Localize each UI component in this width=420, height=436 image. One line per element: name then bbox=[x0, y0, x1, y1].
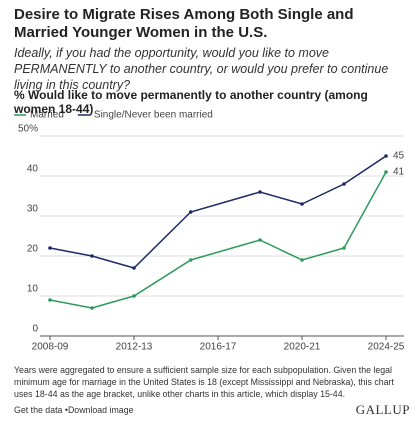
link[interactable]: Get the data bbox=[14, 405, 63, 415]
point bbox=[258, 238, 262, 242]
x-tick-label: 2024-25 bbox=[368, 342, 405, 353]
point bbox=[90, 254, 94, 258]
x-tick-label: 2012-13 bbox=[116, 342, 153, 353]
footnote: Years were aggregated to ensure a suffic… bbox=[14, 365, 394, 399]
point bbox=[384, 170, 388, 174]
y-tick-label: 10 bbox=[27, 284, 39, 295]
y-tick-label: 20 bbox=[27, 244, 39, 255]
chart-title: Desire to Migrate Rises Among Both Singl… bbox=[14, 6, 354, 41]
data-label: 45 bbox=[393, 151, 405, 162]
point bbox=[300, 258, 304, 262]
x-tick-label: 2020-21 bbox=[284, 342, 321, 353]
point bbox=[258, 190, 262, 194]
line bbox=[49, 155, 387, 269]
links: Get the dataDownload image bbox=[14, 405, 409, 415]
point bbox=[188, 210, 193, 214]
y-tick-label: 50% bbox=[18, 124, 38, 135]
point bbox=[384, 154, 388, 158]
point bbox=[132, 294, 136, 298]
legend-label: Single/Never been married bbox=[94, 110, 213, 121]
point bbox=[132, 266, 136, 270]
point bbox=[48, 246, 52, 250]
x-tick-label: 2008-09 bbox=[32, 342, 69, 353]
data-label: 41 bbox=[393, 167, 405, 178]
link[interactable]: Download image bbox=[62, 405, 133, 415]
y-tick-label: 0 bbox=[32, 324, 38, 335]
point bbox=[300, 202, 304, 206]
point bbox=[48, 298, 52, 302]
source: GALLUP bbox=[355, 402, 410, 417]
y-tick-label: 40 bbox=[27, 164, 39, 175]
point bbox=[188, 258, 193, 262]
y-tick-label: 30 bbox=[27, 204, 39, 215]
point bbox=[342, 182, 346, 186]
legend-label: Married bbox=[30, 110, 64, 121]
point bbox=[342, 246, 346, 250]
point bbox=[90, 306, 94, 310]
axis-title: % Would like to move permanently to anot… bbox=[14, 88, 368, 116]
subtitle: Ideally, if you had the opportunity, wou… bbox=[14, 46, 389, 92]
x-tick-label: 2016-17 bbox=[200, 342, 237, 353]
line bbox=[49, 171, 387, 309]
